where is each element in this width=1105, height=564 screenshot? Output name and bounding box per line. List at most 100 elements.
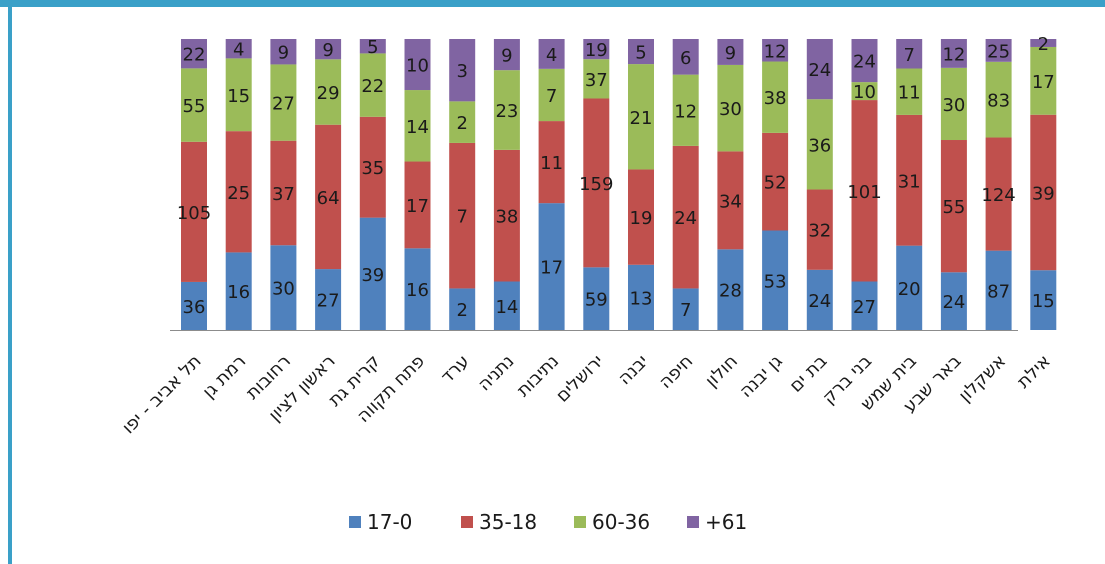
bar-segment-1-1 [225,131,252,253]
bar-segment-1-5 [404,161,431,249]
legend-swatch [349,516,361,528]
data-label: 55 [183,96,206,117]
data-label: 11 [540,153,563,174]
bar-segment-2-9 [583,59,610,99]
data-label: 30 [719,99,742,120]
bar-segment-1-18 [985,137,1012,251]
data-label: 27 [317,291,340,312]
bar-segment-2-1 [225,58,252,132]
bar-segment-0-6 [449,288,476,330]
data-label: 5 [367,37,378,58]
bars-group: 3610555221625154303727927642993935225161… [177,34,1057,330]
category-label: חיפה [655,351,697,393]
data-label: 24 [808,291,831,312]
data-label: 7 [680,300,691,321]
data-label: 2 [456,113,467,134]
data-label: 36 [183,297,206,318]
bar-segment-3-10 [628,39,654,65]
bar-segment-0-4 [359,217,386,330]
data-label: 22 [361,76,384,97]
data-label: 12 [942,44,965,65]
bar-segment-0-14 [806,269,833,330]
bar-segment-0-19 [1030,270,1057,330]
legend-label: 17-0 [367,510,412,534]
bar-segment-3-1 [225,39,252,59]
data-label: 32 [808,221,831,242]
legend-swatch [687,516,699,528]
data-label: 159 [579,174,613,195]
data-label: 24 [942,292,965,313]
bar-segment-2-11 [672,74,699,146]
category-label: תל אביב - יפו [118,351,206,439]
data-label: 10 [406,56,429,77]
data-label: 27 [272,94,295,115]
data-label: 29 [317,83,340,104]
data-label: 39 [1032,183,1055,204]
data-label: 25 [227,183,250,204]
bar-segment-2-12 [717,64,744,152]
bar-segment-2-6 [449,101,476,143]
legend-swatch [574,516,586,528]
category-label: נתניה [474,351,519,396]
legend: 17-0 35-18 60-36 +61 [349,510,747,534]
bar-segment-1-11 [672,145,699,289]
data-label: 15 [227,86,250,107]
bar-segment-2-4 [359,53,386,117]
data-label: 24 [808,60,831,81]
bar-segment-3-6 [449,39,476,102]
data-label: 19 [585,40,608,61]
bar-segment-0-9 [583,267,610,330]
bar-segment-1-17 [940,140,967,273]
data-label: 37 [585,70,608,91]
data-label: 23 [495,101,518,122]
data-label: 124 [981,185,1015,206]
bar-segment-0-12 [717,249,744,330]
legend-label: 35-18 [479,510,537,534]
data-label: 59 [585,290,608,311]
bar-segment-2-8 [538,68,565,122]
bar-segment-1-7 [493,149,520,282]
data-label: 101 [847,182,881,203]
bar-segment-1-4 [359,116,386,218]
bar-segment-1-19 [1030,114,1057,271]
bar-segment-1-3 [315,124,342,270]
bar-segment-3-16 [896,39,923,69]
category-label: ערד [437,351,474,388]
bar-segment-1-16 [896,114,923,246]
bar-segment-2-3 [315,59,342,125]
category-label: אילת [1013,351,1055,393]
data-label: 31 [898,171,921,192]
bar-segment-1-10 [628,169,654,265]
bar-segment-0-3 [315,269,342,330]
bar-segment-0-11 [672,288,699,330]
data-label: 25 [987,41,1010,62]
bar-segment-1-12 [717,151,744,250]
data-label: 14 [406,117,429,138]
data-label: 11 [898,83,921,104]
data-label: 83 [987,91,1010,112]
bar-segment-0-15 [851,281,878,330]
data-label: 4 [233,40,244,61]
data-label: 7 [456,207,467,228]
bar-segment-3-12 [717,39,744,65]
data-label: 10 [853,82,876,103]
data-label: 24 [853,52,876,73]
data-label: 7 [903,45,914,66]
bar-segment-3-2 [270,39,297,65]
legend-label: 60-36 [592,510,650,534]
data-label: 20 [898,279,921,300]
data-label: 13 [630,288,653,309]
data-label: 21 [630,108,653,129]
bar-segment-2-13 [762,61,789,133]
data-label: 53 [764,271,787,292]
bar-segment-2-15 [851,82,878,101]
legend-label: +61 [705,510,747,534]
bar-segment-1-8 [538,121,565,204]
bar-segment-2-17 [940,67,967,141]
bar-segment-1-9 [583,98,610,268]
bar-segment-2-5 [404,90,431,162]
data-label: 34 [719,191,742,212]
bar-segment-1-6 [449,142,476,289]
